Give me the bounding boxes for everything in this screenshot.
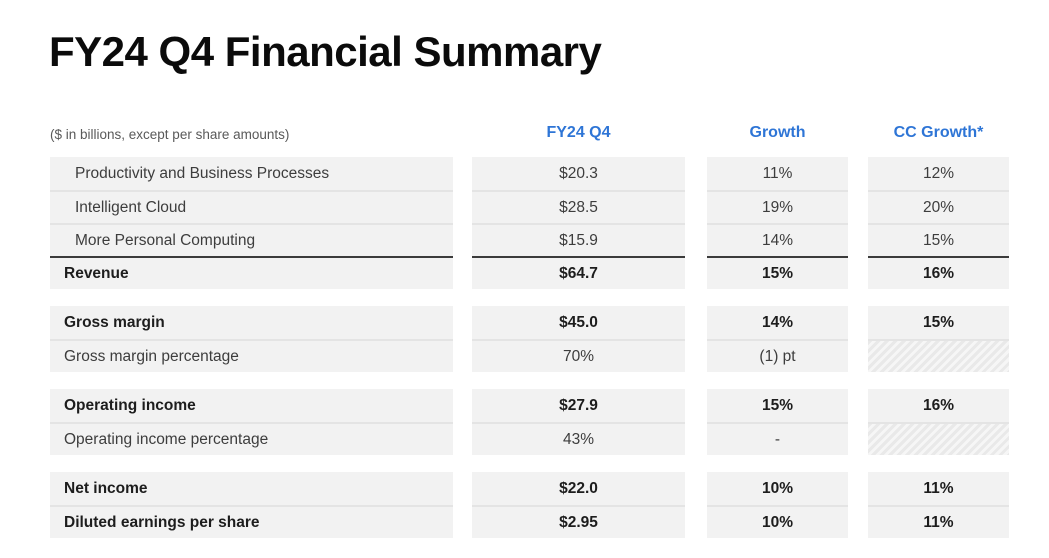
column-header-growth: Growth — [749, 124, 806, 141]
cell-fy24-q4: $27.9 — [472, 389, 685, 422]
page-title: FY24 Q4 Financial Summary — [49, 28, 602, 75]
cell-cc-growth: 15% — [868, 223, 1009, 256]
row-label: Operating income — [50, 389, 453, 422]
table-row: Operating income $27.9 15% 16% — [50, 389, 1009, 422]
table-row: Gross margin percentage 70% (1) pt — [50, 339, 1009, 372]
table-note: ($ in billions, except per share amounts… — [50, 127, 290, 142]
row-label: Diluted earnings per share — [50, 505, 453, 538]
table-row: Diluted earnings per share $2.95 10% 11% — [50, 505, 1009, 538]
cell-fy24-q4: $15.9 — [472, 223, 685, 256]
table-group: Gross margin $45.0 14% 15% Gross margin perc… — [50, 306, 1009, 372]
table-row: Productivity and Business Processes $20.3… — [50, 157, 1009, 190]
row-label: Intelligent Cloud — [50, 190, 453, 223]
row-label: More Personal Computing — [50, 223, 453, 256]
cell-growth: - — [707, 422, 848, 455]
table-row: Operating income percentage 43% - — [50, 422, 1009, 455]
cell-cc-growth: 12% — [868, 157, 1009, 190]
cell-growth: 19% — [707, 190, 848, 223]
cell-fy24-q4: $20.3 — [472, 157, 685, 190]
row-label: Net income — [50, 472, 453, 505]
table-row: Gross margin $45.0 14% 15% — [50, 306, 1009, 339]
cell-cc-growth: 15% — [868, 306, 1009, 339]
table-group: Operating income $27.9 15% 16% Operating inc… — [50, 389, 1009, 455]
cell-cc-growth: 11% — [868, 472, 1009, 505]
cell-cc-growth: 11% — [868, 505, 1009, 538]
column-header-fy24-q4: FY24 Q4 — [546, 124, 611, 141]
financial-table: Productivity and Business Processes $20.3… — [50, 157, 1009, 555]
row-label: Operating income percentage — [50, 422, 453, 455]
table-row: Intelligent Cloud $28.5 19% 20% — [50, 190, 1009, 223]
table-group: Productivity and Business Processes $20.3… — [50, 157, 1009, 289]
cell-cc-growth: 16% — [868, 256, 1009, 289]
cell-fy24-q4: $45.0 — [472, 306, 685, 339]
cell-fy24-q4: $22.0 — [472, 472, 685, 505]
row-label: Gross margin — [50, 306, 453, 339]
cell-growth: 11% — [707, 157, 848, 190]
cell-growth: 10% — [707, 472, 848, 505]
cell-cc-growth-na — [868, 339, 1009, 372]
cell-growth: (1) pt — [707, 339, 848, 372]
table-row: Revenue $64.7 15% 16% — [50, 256, 1009, 289]
cell-cc-growth: 16% — [868, 389, 1009, 422]
table-row: Net income $22.0 10% 11% — [50, 472, 1009, 505]
table-header-row: ($ in billions, except per share amounts… — [0, 122, 1049, 146]
cell-fy24-q4: 43% — [472, 422, 685, 455]
cell-cc-growth-na — [868, 422, 1009, 455]
cell-growth: 14% — [707, 223, 848, 256]
row-label: Productivity and Business Processes — [50, 157, 453, 190]
cell-growth: 15% — [707, 389, 848, 422]
cell-growth: 10% — [707, 505, 848, 538]
cell-fy24-q4: $64.7 — [472, 256, 685, 289]
cell-fy24-q4: 70% — [472, 339, 685, 372]
cell-fy24-q4: $2.95 — [472, 505, 685, 538]
row-label: Gross margin percentage — [50, 339, 453, 372]
row-label: Revenue — [50, 256, 453, 289]
cell-fy24-q4: $28.5 — [472, 190, 685, 223]
cell-cc-growth: 20% — [868, 190, 1009, 223]
cell-growth: 14% — [707, 306, 848, 339]
table-row: More Personal Computing $15.9 14% 15% — [50, 223, 1009, 256]
column-header-cc-growth: CC Growth* — [893, 124, 984, 141]
cell-growth: 15% — [707, 256, 848, 289]
table-group: Net income $22.0 10% 11% Diluted earnings pe… — [50, 472, 1009, 538]
